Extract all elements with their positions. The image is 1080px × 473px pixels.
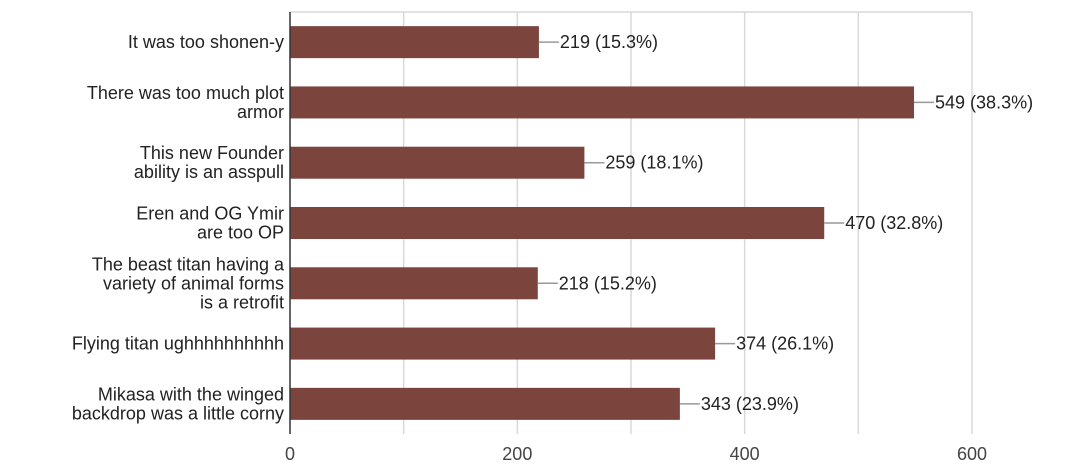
category-label: There was too much plot armor — [87, 83, 284, 122]
labels: 219 (15.3%) It was too shonen-y 549 (38.3%… — [72, 32, 1033, 423]
category-label-line: There was too much plot — [87, 83, 284, 103]
data-label: 470 (32.8%) — [845, 213, 943, 233]
x-tick-label: 400 — [730, 444, 760, 464]
data-label: 219 (15.3%) — [560, 32, 658, 52]
category-label: This new Founder ability is an asspull — [134, 143, 284, 182]
category-label: Mikasa with the winged backdrop was a lit… — [72, 384, 284, 423]
category-label-line: is a retrofit — [200, 292, 284, 312]
category-label-line: It was too shonen-y — [128, 32, 284, 52]
bar — [290, 327, 716, 360]
bar — [290, 146, 585, 179]
category-label-line: ability is an asspull — [134, 162, 284, 182]
category-label: Flying titan ughhhhhhhhhh — [72, 334, 284, 354]
bar — [290, 86, 915, 119]
category-label-line: armor — [237, 102, 284, 122]
x-tick-label: 0 — [285, 444, 295, 464]
bars — [290, 26, 915, 420]
data-label: 259 (18.1%) — [605, 153, 703, 173]
data-label: 343 (23.9%) — [701, 394, 799, 414]
category-label-line: backdrop was a little corny — [72, 403, 284, 423]
data-label: 218 (15.2%) — [559, 273, 657, 293]
gridlines — [290, 11, 973, 434]
bar — [290, 387, 680, 420]
category-label-line: Flying titan ughhhhhhhhhh — [72, 334, 284, 354]
bar — [290, 207, 825, 239]
category-label-line: The beast titan having a — [92, 254, 285, 274]
axes: 0 200 400 600 — [285, 12, 987, 464]
bar — [290, 267, 538, 300]
x-tick-label: 200 — [502, 444, 532, 464]
data-label: 549 (38.3%) — [935, 92, 1033, 112]
x-tick-label: 600 — [957, 444, 987, 464]
bar — [290, 26, 539, 59]
category-label-line: This new Founder — [140, 143, 284, 163]
category-label: Eren and OG Ymir are too OP — [136, 204, 284, 243]
data-label: 374 (26.1%) — [736, 334, 834, 354]
category-label: It was too shonen-y — [128, 32, 284, 52]
category-label: The beast titan having a variety of anima… — [92, 254, 285, 312]
category-label-line: Mikasa with the winged — [98, 384, 284, 404]
category-label-line: Eren and OG Ymir — [136, 204, 284, 224]
category-label-line: variety of animal forms — [103, 273, 284, 293]
category-label-line: are too OP — [197, 223, 284, 243]
